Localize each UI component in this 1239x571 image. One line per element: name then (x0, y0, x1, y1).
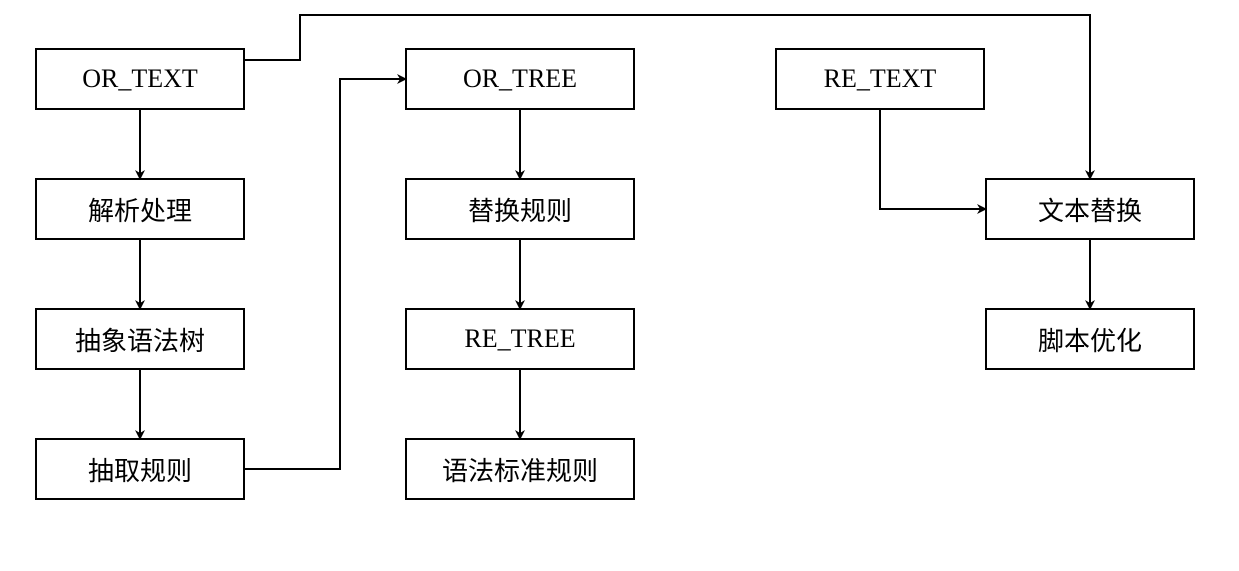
node-script_opt: 脚本优化 (985, 308, 1195, 370)
node-or_tree: OR_TREE (405, 48, 635, 110)
node-label: 脚本优化 (1038, 321, 1142, 358)
node-label: 抽取规则 (88, 451, 192, 488)
node-label: 抽象语法树 (75, 321, 205, 358)
node-re_tree: RE_TREE (405, 308, 635, 370)
node-replace_rule: 替换规则 (405, 178, 635, 240)
node-label: 解析处理 (88, 191, 192, 228)
node-extract: 抽取规则 (35, 438, 245, 500)
node-label: RE_TREE (464, 324, 575, 354)
node-or_text: OR_TEXT (35, 48, 245, 110)
node-re_text: RE_TEXT (775, 48, 985, 110)
node-label: OR_TREE (463, 64, 577, 94)
node-parse: 解析处理 (35, 178, 245, 240)
node-label: 文本替换 (1038, 191, 1142, 228)
edge-extract-to-or_tree (245, 79, 405, 469)
edge-re_text-to-text_sub (880, 110, 985, 209)
node-grammar: 语法标准规则 (405, 438, 635, 500)
node-label: OR_TEXT (82, 64, 198, 94)
node-ast: 抽象语法树 (35, 308, 245, 370)
node-label: 语法标准规则 (442, 451, 598, 488)
node-label: 替换规则 (468, 191, 572, 228)
node-label: RE_TEXT (824, 64, 937, 94)
node-text_sub: 文本替换 (985, 178, 1195, 240)
